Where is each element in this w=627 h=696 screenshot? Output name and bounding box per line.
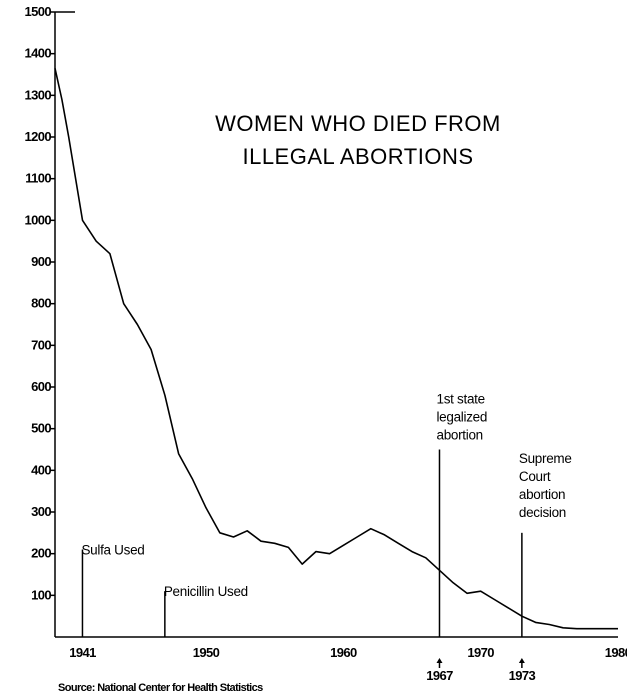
y-tick-label: 1000	[24, 212, 51, 227]
x-tick-label: 1950	[193, 645, 220, 660]
x-tick-label: 1960	[330, 645, 357, 660]
y-tick-label: 800	[31, 296, 51, 311]
y-tick-label: 1400	[24, 46, 51, 61]
chart-title-line-2: ILLEGAL ABORTIONS	[242, 144, 473, 169]
x-tick-label: 1973	[509, 668, 536, 683]
x-tick-label: 1970	[467, 645, 494, 660]
y-tick-label: 500	[31, 421, 51, 436]
chart-title-line-1: WOMEN WHO DIED FROM	[215, 111, 501, 136]
y-tick-label: 1300	[24, 87, 51, 102]
annotation-arrow-head	[518, 658, 525, 663]
data-series-line	[54, 68, 618, 630]
x-tick-label: 1967	[426, 668, 453, 683]
source-note: Source: National Center for Health Stati…	[58, 682, 263, 694]
annotation-text: Penicillin Used	[164, 584, 248, 599]
y-tick-label: 1100	[25, 171, 51, 186]
y-tick-label: 100	[31, 587, 51, 602]
x-tick-label: 1941	[69, 645, 96, 660]
annotation-text: legalized	[436, 410, 487, 425]
annotation-text: Court	[519, 469, 551, 484]
y-tick-label: 1200	[24, 129, 51, 144]
annotations: Sulfa Used Penicillin Used 1st state legali…	[81, 392, 572, 668]
annotation-text: abortion	[436, 428, 482, 443]
x-tick-label: 1980	[605, 645, 627, 660]
y-tick-label: 900	[31, 254, 51, 269]
annotation-text: decision	[519, 505, 566, 520]
annotation-text: Supreme	[519, 451, 572, 466]
y-tick-label: 400	[31, 462, 51, 477]
annotation-arrow-head	[436, 658, 443, 663]
y-tick-label: 700	[31, 337, 51, 352]
annotation-text: abortion	[519, 487, 565, 502]
y-tick-label: 300	[31, 504, 51, 519]
y-tick-label: 600	[31, 379, 51, 394]
x-ticks: 1941 1950 1960 1970 1980 1967 1973	[69, 645, 627, 683]
plot-frame	[54, 11, 618, 638]
y-tick-label: 1500	[24, 4, 51, 19]
y-tick-label: 200	[31, 546, 51, 561]
y-ticks: 100 200 300 400 500 600 700 800 900 1000 1100 1200 1…	[24, 4, 55, 602]
annotation-text: 1st state	[436, 392, 484, 407]
annotation-text: Sulfa Used	[81, 543, 144, 558]
